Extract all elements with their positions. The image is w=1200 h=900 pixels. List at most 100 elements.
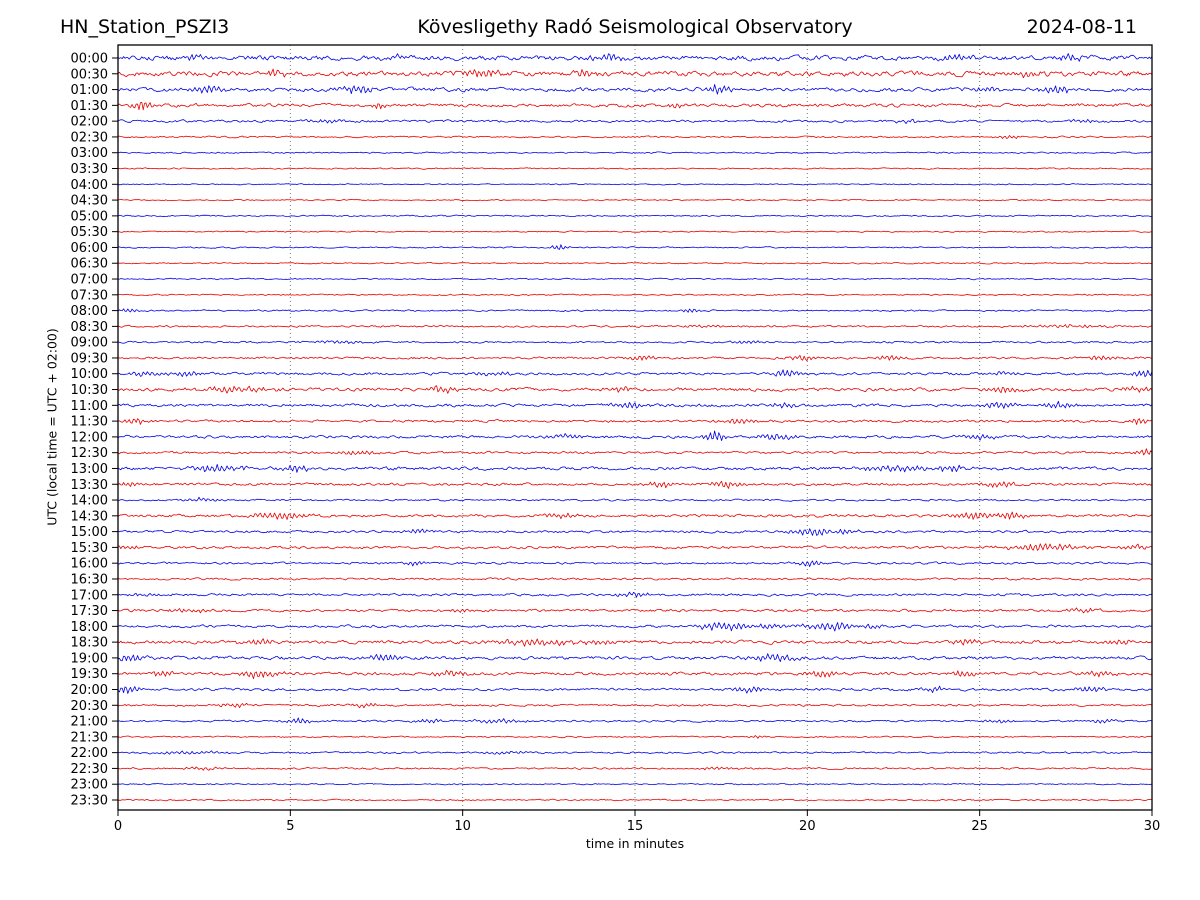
y-axis-label: UTC (local time = UTC + 02:00) [44,328,60,526]
seismic-trace-1800 [117,622,1153,632]
x-tick-label: 20 [799,819,816,834]
seismic-trace-0000 [117,53,1153,62]
seismic-trace-0700 [117,277,1153,281]
seismic-trace-0100 [117,84,1153,95]
seismic-trace-2330 [117,798,1152,802]
seismic-trace-1530 [117,543,1153,551]
seismic-trace-2130 [117,735,1153,739]
y-tick-label: 09:30 [71,351,108,366]
y-tick-label: 18:30 [71,636,108,651]
y-tick-label: 14:00 [71,494,108,509]
y-tick-label: 02:00 [71,115,108,130]
y-tick-label: 12:00 [71,430,108,445]
seismic-trace-0200 [117,118,1153,124]
y-tick-label: 02:30 [71,130,108,145]
seismic-trace-1000 [117,369,1153,378]
seismic-trace-1130 [118,418,1153,425]
seismic-trace-1630 [117,577,1153,581]
seismic-trace-1900 [117,653,1153,662]
y-tick-label: 04:00 [71,178,108,193]
seismic-trace-1600 [117,560,1153,567]
x-tick-label: 10 [454,819,471,834]
y-tick-label: 10:30 [71,383,108,398]
y-tick-label: 05:00 [71,209,108,224]
y-tick-label: 03:30 [71,162,108,177]
seismic-trace-0730 [117,293,1153,297]
seismic-trace-0400 [117,183,1153,186]
station-title: HN_Station_PSZI3 [60,16,230,38]
y-tick-label: 00:00 [71,52,108,67]
y-tick-label: 23:00 [71,778,108,793]
seismic-trace-1930 [117,670,1153,680]
seismic-trace-0230 [117,135,1153,140]
y-tick-label: 13:00 [71,462,108,477]
y-tick-label: 08:00 [71,304,108,319]
y-tick-label: 20:30 [71,699,108,714]
seismic-trace-1200 [117,430,1153,442]
y-tick-label: 20:00 [71,683,108,698]
seismic-trace-1830 [117,638,1153,647]
y-tick-label: 01:00 [71,83,108,98]
y-tick-label: 14:30 [71,509,108,524]
seismic-trace-2000 [117,685,1153,694]
seismic-trace-2300 [117,783,1152,786]
seismic-trace-1430 [117,511,1153,520]
seismic-trace-1030 [118,385,1153,394]
y-tick-label: 15:30 [71,541,108,556]
y-tick-label: 18:00 [71,620,108,635]
seismic-trace-0330 [117,167,1153,170]
y-tick-label: 09:00 [71,336,108,351]
seismic-trace-1700 [117,591,1153,598]
y-tick-label: 15:00 [71,525,108,540]
seismic-trace-1100 [118,400,1153,409]
seismic-trace-2030 [117,702,1153,709]
seismic-trace-0630 [117,261,1153,265]
y-tick-label: 10:00 [71,367,108,382]
observatory-title: Kövesligethy Radó Seismological Observat… [417,16,853,38]
y-tick-label: 16:30 [71,572,108,587]
seismic-trace-0300 [117,151,1153,155]
seismic-trace-0030 [117,68,1153,79]
y-tick-label: 03:00 [71,146,108,161]
y-tick-label: 19:30 [71,667,108,682]
plot-frame [117,44,1153,811]
seismic-trace-0800 [117,308,1153,313]
seismic-trace-0430 [117,198,1152,202]
y-tick-label: 21:30 [71,730,108,745]
date-title: 2024-08-11 [1026,16,1137,38]
y-tick-label: 16:00 [71,557,108,572]
seismic-trace-2230 [117,766,1153,771]
seismic-trace-1300 [117,463,1153,473]
y-tick-label: 13:30 [71,478,108,493]
x-tick-label: 0 [114,819,122,834]
y-tick-label: 07:00 [71,273,108,288]
y-tick-label: 04:30 [71,194,108,209]
y-tick-label: 06:30 [71,257,108,272]
y-tick-label: 23:30 [71,794,108,809]
y-tick-label: 19:00 [71,651,108,666]
seismic-trace-1400 [118,496,1153,502]
y-tick-label: 06:00 [71,241,108,256]
x-tick-label: 30 [1144,819,1161,834]
y-tick-label: 22:00 [71,746,108,761]
seismic-trace-0900 [117,340,1153,344]
y-tick-label: 00:30 [71,67,108,82]
seismic-trace-0130 [117,101,1153,111]
seismic-trace-1230 [117,448,1153,456]
x-axis-label: time in minutes [585,836,685,851]
seismic-trace-0600 [117,244,1153,250]
seismic-trace-2100 [117,717,1153,724]
seismic-trace-0930 [117,354,1153,362]
seismic-trace-0530 [118,230,1152,233]
seismic-trace-1500 [117,528,1153,536]
seismic-trace-0830 [117,324,1153,329]
y-tick-label: 01:30 [71,99,108,114]
x-tick-label: 25 [971,819,988,834]
y-tick-label: 05:30 [71,225,108,240]
y-tick-label: 12:30 [71,446,108,461]
seismic-trace-0500 [117,214,1153,218]
y-tick-label: 17:30 [71,604,108,619]
y-tick-label: 17:00 [71,588,108,603]
seismic-trace-1730 [117,607,1153,614]
